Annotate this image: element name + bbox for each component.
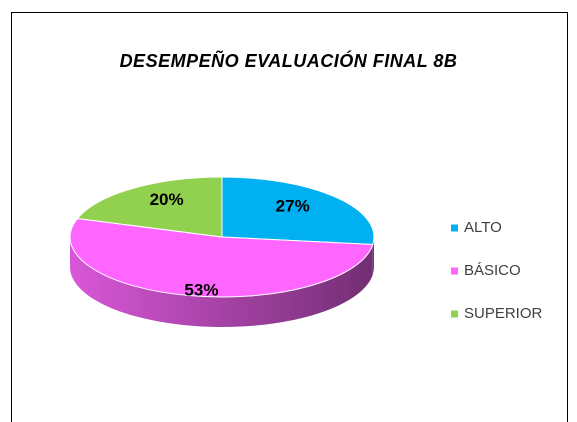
data-label: 53% (184, 280, 218, 299)
legend-marker (451, 224, 458, 232)
legend-label: SUPERIOR (464, 305, 543, 322)
pie-slice-side (70, 237, 373, 328)
pie-slice (221, 176, 375, 246)
pie-slice-side (372, 237, 374, 275)
legend-label: ALTO (464, 219, 502, 236)
legend-marker (451, 310, 458, 318)
legend-marker (451, 267, 458, 275)
data-label: 27% (276, 197, 310, 216)
pie-slice (69, 217, 374, 298)
data-label: 20% (150, 190, 184, 209)
legend-label: BÁSICO (464, 262, 521, 279)
pie-slice (76, 176, 223, 238)
